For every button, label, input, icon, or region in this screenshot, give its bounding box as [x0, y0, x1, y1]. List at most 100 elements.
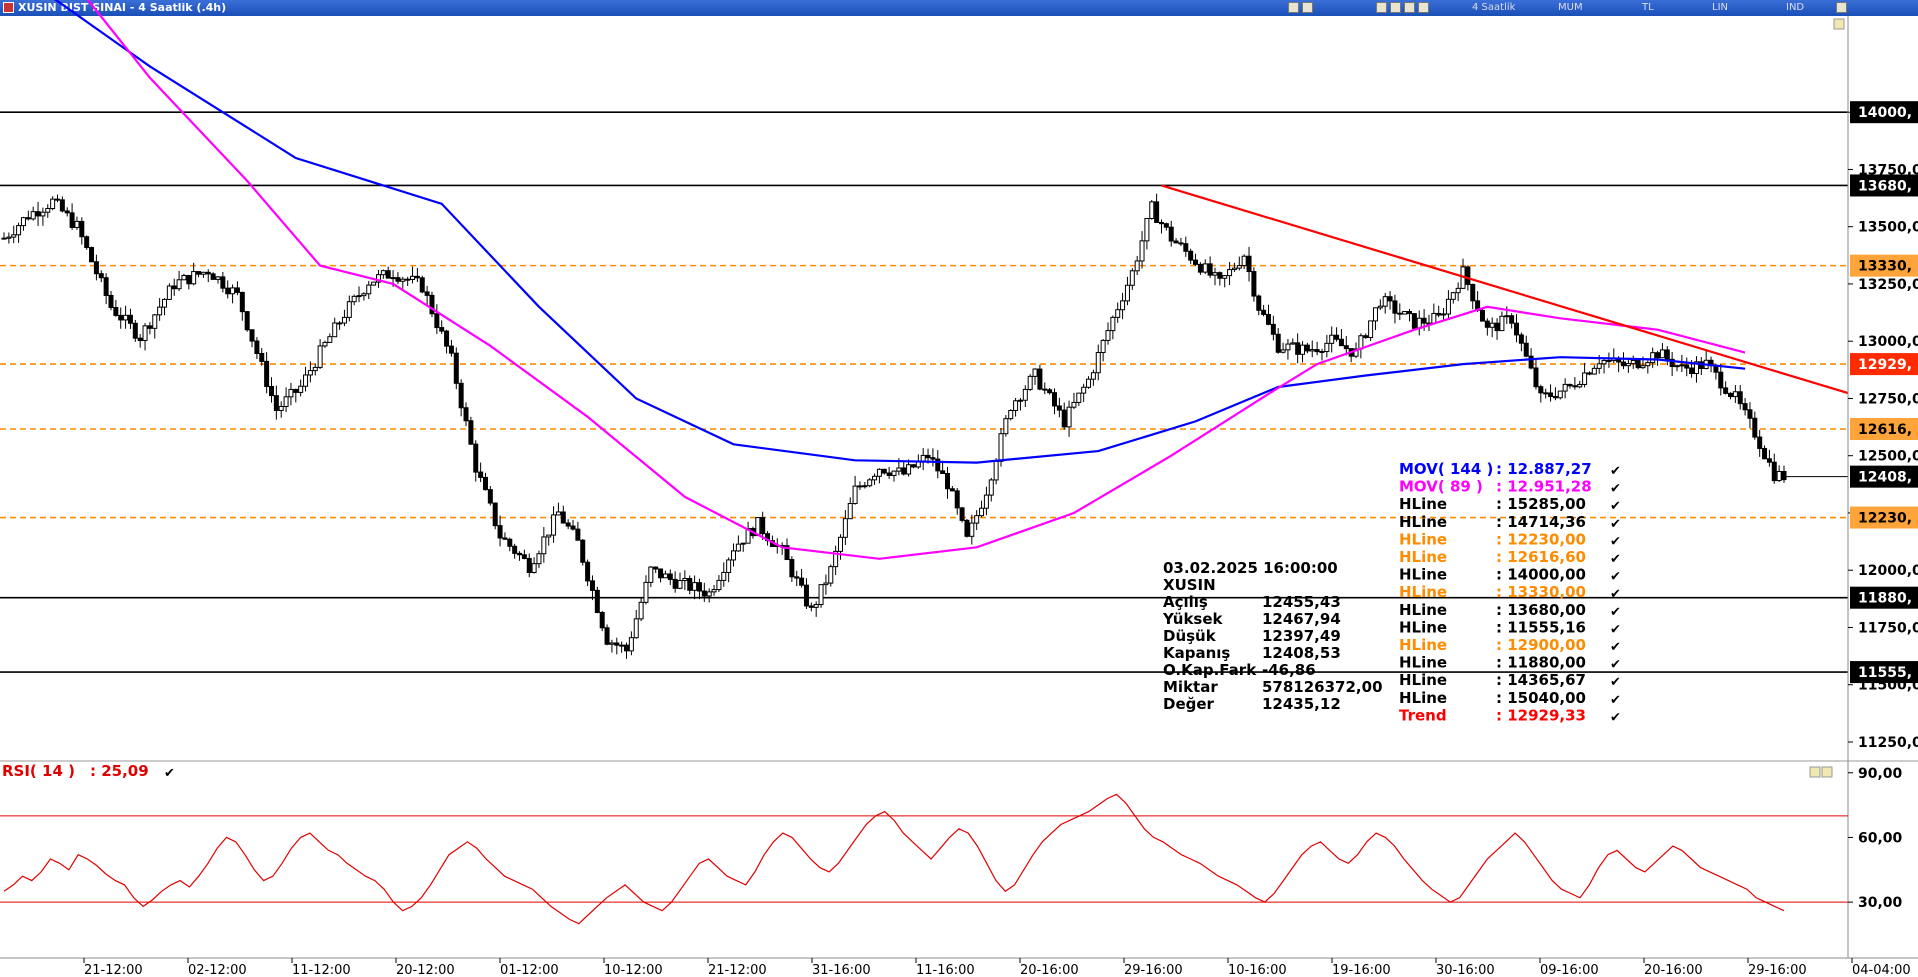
candle-body	[444, 330, 450, 347]
candle-body	[351, 295, 357, 303]
candle-body	[619, 644, 625, 647]
candle-body	[1684, 364, 1690, 369]
info-row-value: 578126372,00	[1262, 678, 1383, 696]
candle-body	[20, 217, 26, 227]
candle-body	[1329, 334, 1335, 344]
candle-body	[191, 271, 197, 285]
candle-body	[220, 276, 226, 289]
candle-body	[1149, 201, 1155, 219]
legend-value: : 12929,33	[1496, 706, 1586, 724]
legend-name: HLine	[1399, 548, 1447, 566]
legend-check-icon[interactable]: ✔	[1610, 710, 1621, 725]
rsi-pane-button-2[interactable]	[1821, 766, 1833, 778]
x-tick-label: 11-16:00	[916, 963, 975, 977]
legend-check-icon[interactable]: ✔	[1610, 464, 1621, 479]
hline-price-label: 13330,	[1858, 259, 1912, 275]
info-box: 03.02.2025 16:00:00 XUSIN Açılış 12455,43…	[1162, 559, 1383, 713]
candle-body	[901, 467, 907, 475]
candle-body	[1499, 315, 1505, 332]
candle-body	[1533, 367, 1539, 388]
candle-body	[589, 580, 595, 591]
toolbar-icon-3[interactable]	[1376, 2, 1387, 13]
candle-body	[993, 460, 999, 481]
rsi-check-icon[interactable]: ✔	[164, 766, 175, 781]
candle-body	[1319, 350, 1325, 353]
toolbar-icon-2[interactable]	[1302, 2, 1313, 13]
main-pane-button[interactable]	[1833, 18, 1845, 30]
legend-check-icon[interactable]: ✔	[1610, 552, 1621, 567]
candle-body	[609, 642, 615, 645]
candle-body	[468, 420, 474, 445]
info-row-label: Değer	[1163, 695, 1215, 713]
rsi-pane-buttons[interactable]	[1809, 18, 1845, 778]
x-tick-label: 02-12:00	[188, 963, 247, 977]
rsi-line[interactable]	[3, 793, 1785, 925]
y-tick-label: 12000,0	[1858, 563, 1918, 579]
legend-check-icon[interactable]: ✔	[1610, 499, 1621, 514]
candle-body	[1567, 383, 1573, 387]
legend-check-icon[interactable]: ✔	[1610, 517, 1621, 532]
info-row-value: 12408,53	[1262, 644, 1341, 662]
toolbar-chart-type[interactable]: MUM	[1558, 2, 1583, 13]
rsi-tick-label: 60,00	[1858, 830, 1903, 846]
legend-check-icon[interactable]: ✔	[1610, 482, 1621, 497]
x-tick-label: 11-12:00	[292, 963, 351, 977]
info-row-label: Düşük	[1163, 627, 1217, 645]
candle-body	[1411, 313, 1417, 329]
candle-body	[1693, 361, 1699, 374]
close-window-icon[interactable]	[1836, 2, 1847, 13]
legend-check-icon[interactable]: ✔	[1610, 693, 1621, 708]
legend-check-icon[interactable]: ✔	[1610, 534, 1621, 549]
app-icon[interactable]	[3, 2, 14, 13]
legend-name: HLine	[1399, 566, 1447, 584]
candle-body	[1363, 335, 1369, 338]
candle-body	[89, 246, 95, 263]
toolbar-scale[interactable]: LIN	[1712, 2, 1729, 13]
legend-check-icon[interactable]: ✔	[1610, 605, 1621, 620]
toolbar-indicator[interactable]: IND	[1786, 2, 1805, 13]
toolbar-icon-4[interactable]	[1390, 2, 1401, 13]
toolbar-currency[interactable]: TL	[1642, 2, 1654, 13]
toolbar-icon-6[interactable]	[1418, 2, 1429, 13]
candle-body	[1591, 367, 1597, 375]
candle-body	[1659, 349, 1665, 359]
candle-body	[833, 550, 839, 568]
candle-body	[1095, 352, 1101, 374]
y-tick-label: 12750,0	[1858, 391, 1918, 407]
candle-body	[599, 611, 605, 629]
x-tick-label: 29-16:00	[1748, 963, 1807, 977]
candle-body	[682, 578, 688, 582]
legend-check-icon[interactable]: ✔	[1610, 640, 1621, 655]
candle-body	[1728, 392, 1734, 398]
toolbar-icon-5[interactable]	[1404, 2, 1415, 13]
candle-body	[1650, 352, 1656, 364]
trendline[interactable]	[1161, 184, 1849, 395]
rsi-name: RSI( 14 )	[2, 762, 75, 780]
candle-body	[818, 584, 824, 606]
moving-average-0[interactable]	[4, 0, 1746, 464]
y-tick-label: 13250,0	[1858, 277, 1918, 293]
candle-body	[1173, 240, 1179, 244]
legend-check-icon[interactable]: ✔	[1610, 658, 1621, 673]
rsi-pane-button-1[interactable]	[1809, 766, 1821, 778]
info-row-value: 12467,94	[1262, 610, 1341, 628]
candle-body	[1441, 313, 1447, 316]
legend-check-icon[interactable]: ✔	[1610, 570, 1621, 585]
candle-body	[507, 538, 513, 547]
candle-body	[1295, 342, 1301, 355]
moving-average-1[interactable]	[4, 0, 1746, 560]
legend-check-icon[interactable]: ✔	[1610, 675, 1621, 690]
legend-check-icon[interactable]: ✔	[1610, 622, 1621, 637]
candle-body	[1013, 400, 1019, 411]
candle-body	[1732, 391, 1738, 398]
candle-body	[711, 589, 717, 593]
candle-body	[1572, 385, 1578, 388]
candle-body	[1265, 313, 1271, 325]
toolbar-icon-1[interactable]	[1288, 2, 1299, 13]
legend-check-icon[interactable]: ✔	[1610, 587, 1621, 602]
x-tick-label: 04-04:00	[1852, 963, 1911, 977]
toolbar-period[interactable]: 4 Saatlik	[1472, 2, 1516, 13]
rsi-tick-label: 30,00	[1858, 895, 1903, 911]
candle-body	[1718, 371, 1724, 389]
